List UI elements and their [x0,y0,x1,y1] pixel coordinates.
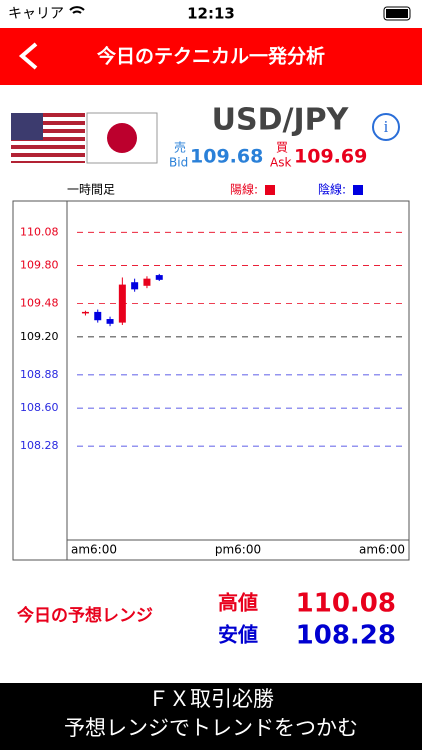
candle-body [94,311,102,321]
info-icon: i [384,117,389,136]
candle-body [143,278,151,286]
pair-name: USD/JPY [212,103,350,138]
low-label: 安値 [218,623,258,647]
y-tick-label: 109.80 [20,259,59,272]
info-button[interactable] [372,113,400,141]
low-value: 108.28 [296,621,396,651]
y-tick-label: 108.60 [20,401,59,414]
candle-body [155,275,163,280]
high-value: 110.08 [296,589,396,619]
jp-flag-disc [107,123,137,153]
battery [383,6,411,21]
bid-en: Bid [169,156,188,170]
header-bar [0,28,422,85]
bid-price: 109.68 [190,146,263,168]
candle-body [106,319,114,324]
legend-label: 陽線: [230,182,258,197]
footer-line1: ＦＸ取引必勝 [148,687,274,711]
footer-line2: 予想レンジでトレンドをつかむ [64,716,358,740]
high-label: 高値 [218,591,258,615]
back-button[interactable] [18,42,38,70]
header-title: 今日のテクニカル一発分析 [96,45,325,68]
x-tick-label: am6:00 [71,543,117,557]
y-tick-label: 110.08 [20,225,59,238]
footer-banner [0,683,422,750]
timeframe: 一時間足 [67,183,115,197]
legend-label: 陰線: [318,182,346,197]
us-flag [11,113,85,163]
y-tick-label: 108.88 [20,368,59,381]
bid-label: 売 [174,140,186,155]
y-tick-label: 109.20 [20,330,59,343]
ask-en: Ask [270,156,291,170]
ask-label: 買 [276,141,288,155]
wifi-icon [69,6,85,14]
x-tick-label: am6:00 [359,543,405,557]
candle-body [118,284,126,323]
clock: 12:13 [187,5,235,23]
range-title: 今日の予想レンジ [17,605,153,626]
carrier: キャリア [8,6,64,22]
battery-level [386,9,408,18]
legend-swatch [265,185,275,195]
x-tick-label: pm6:00 [215,543,261,557]
ask-price: 109.69 [294,146,367,168]
candle-body [81,311,89,314]
legend-swatch [353,185,363,195]
y-tick-label: 108.28 [20,439,59,452]
y-tick-label: 109.48 [20,297,59,310]
candle-body [131,282,139,290]
chart-frame [12,200,410,561]
